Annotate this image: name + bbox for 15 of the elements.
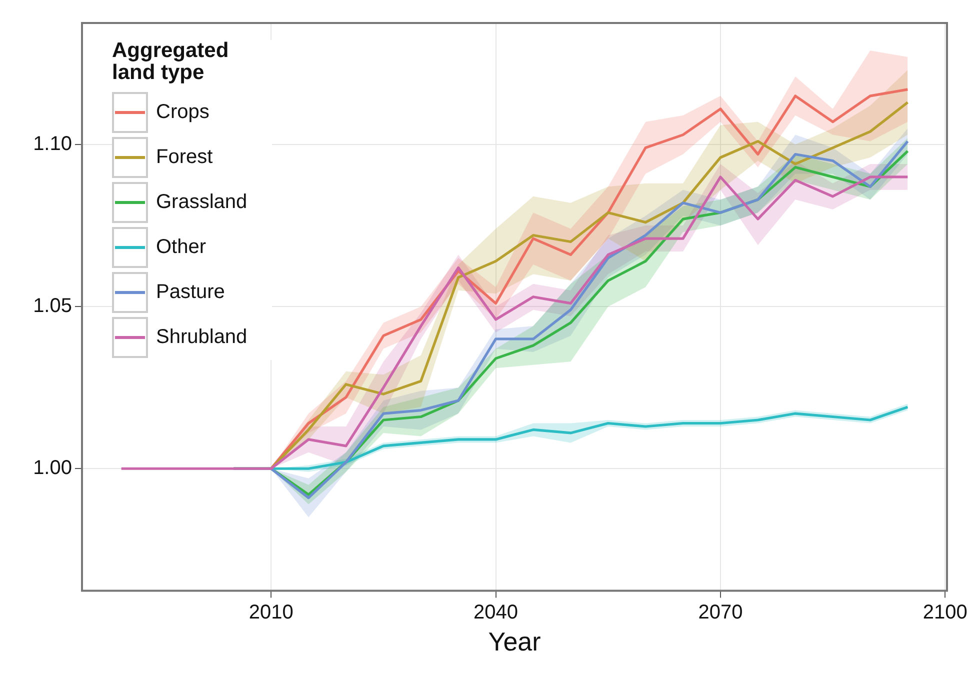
x-axis-title: Year (488, 626, 542, 657)
x-tick-label: 2010 (248, 601, 294, 624)
x-tick-label: 2070 (698, 601, 743, 624)
x-tick-label: 2100 (922, 601, 968, 624)
legend-label: Other (156, 236, 206, 259)
legend-label: Pasture (156, 281, 225, 304)
legend-label: Shrubland (156, 326, 248, 349)
legend-label: Crops (156, 101, 210, 124)
legend-label: Forest (156, 146, 213, 169)
legend-label: Grassland (156, 191, 248, 214)
y-tick-label: 1.10 (33, 133, 72, 156)
y-tick-label: 1.00 (33, 457, 72, 480)
y-tick-label: 1.05 (33, 295, 72, 318)
x-tick-label: 2040 (474, 601, 518, 624)
legend-title: Aggregated land type (112, 39, 230, 84)
